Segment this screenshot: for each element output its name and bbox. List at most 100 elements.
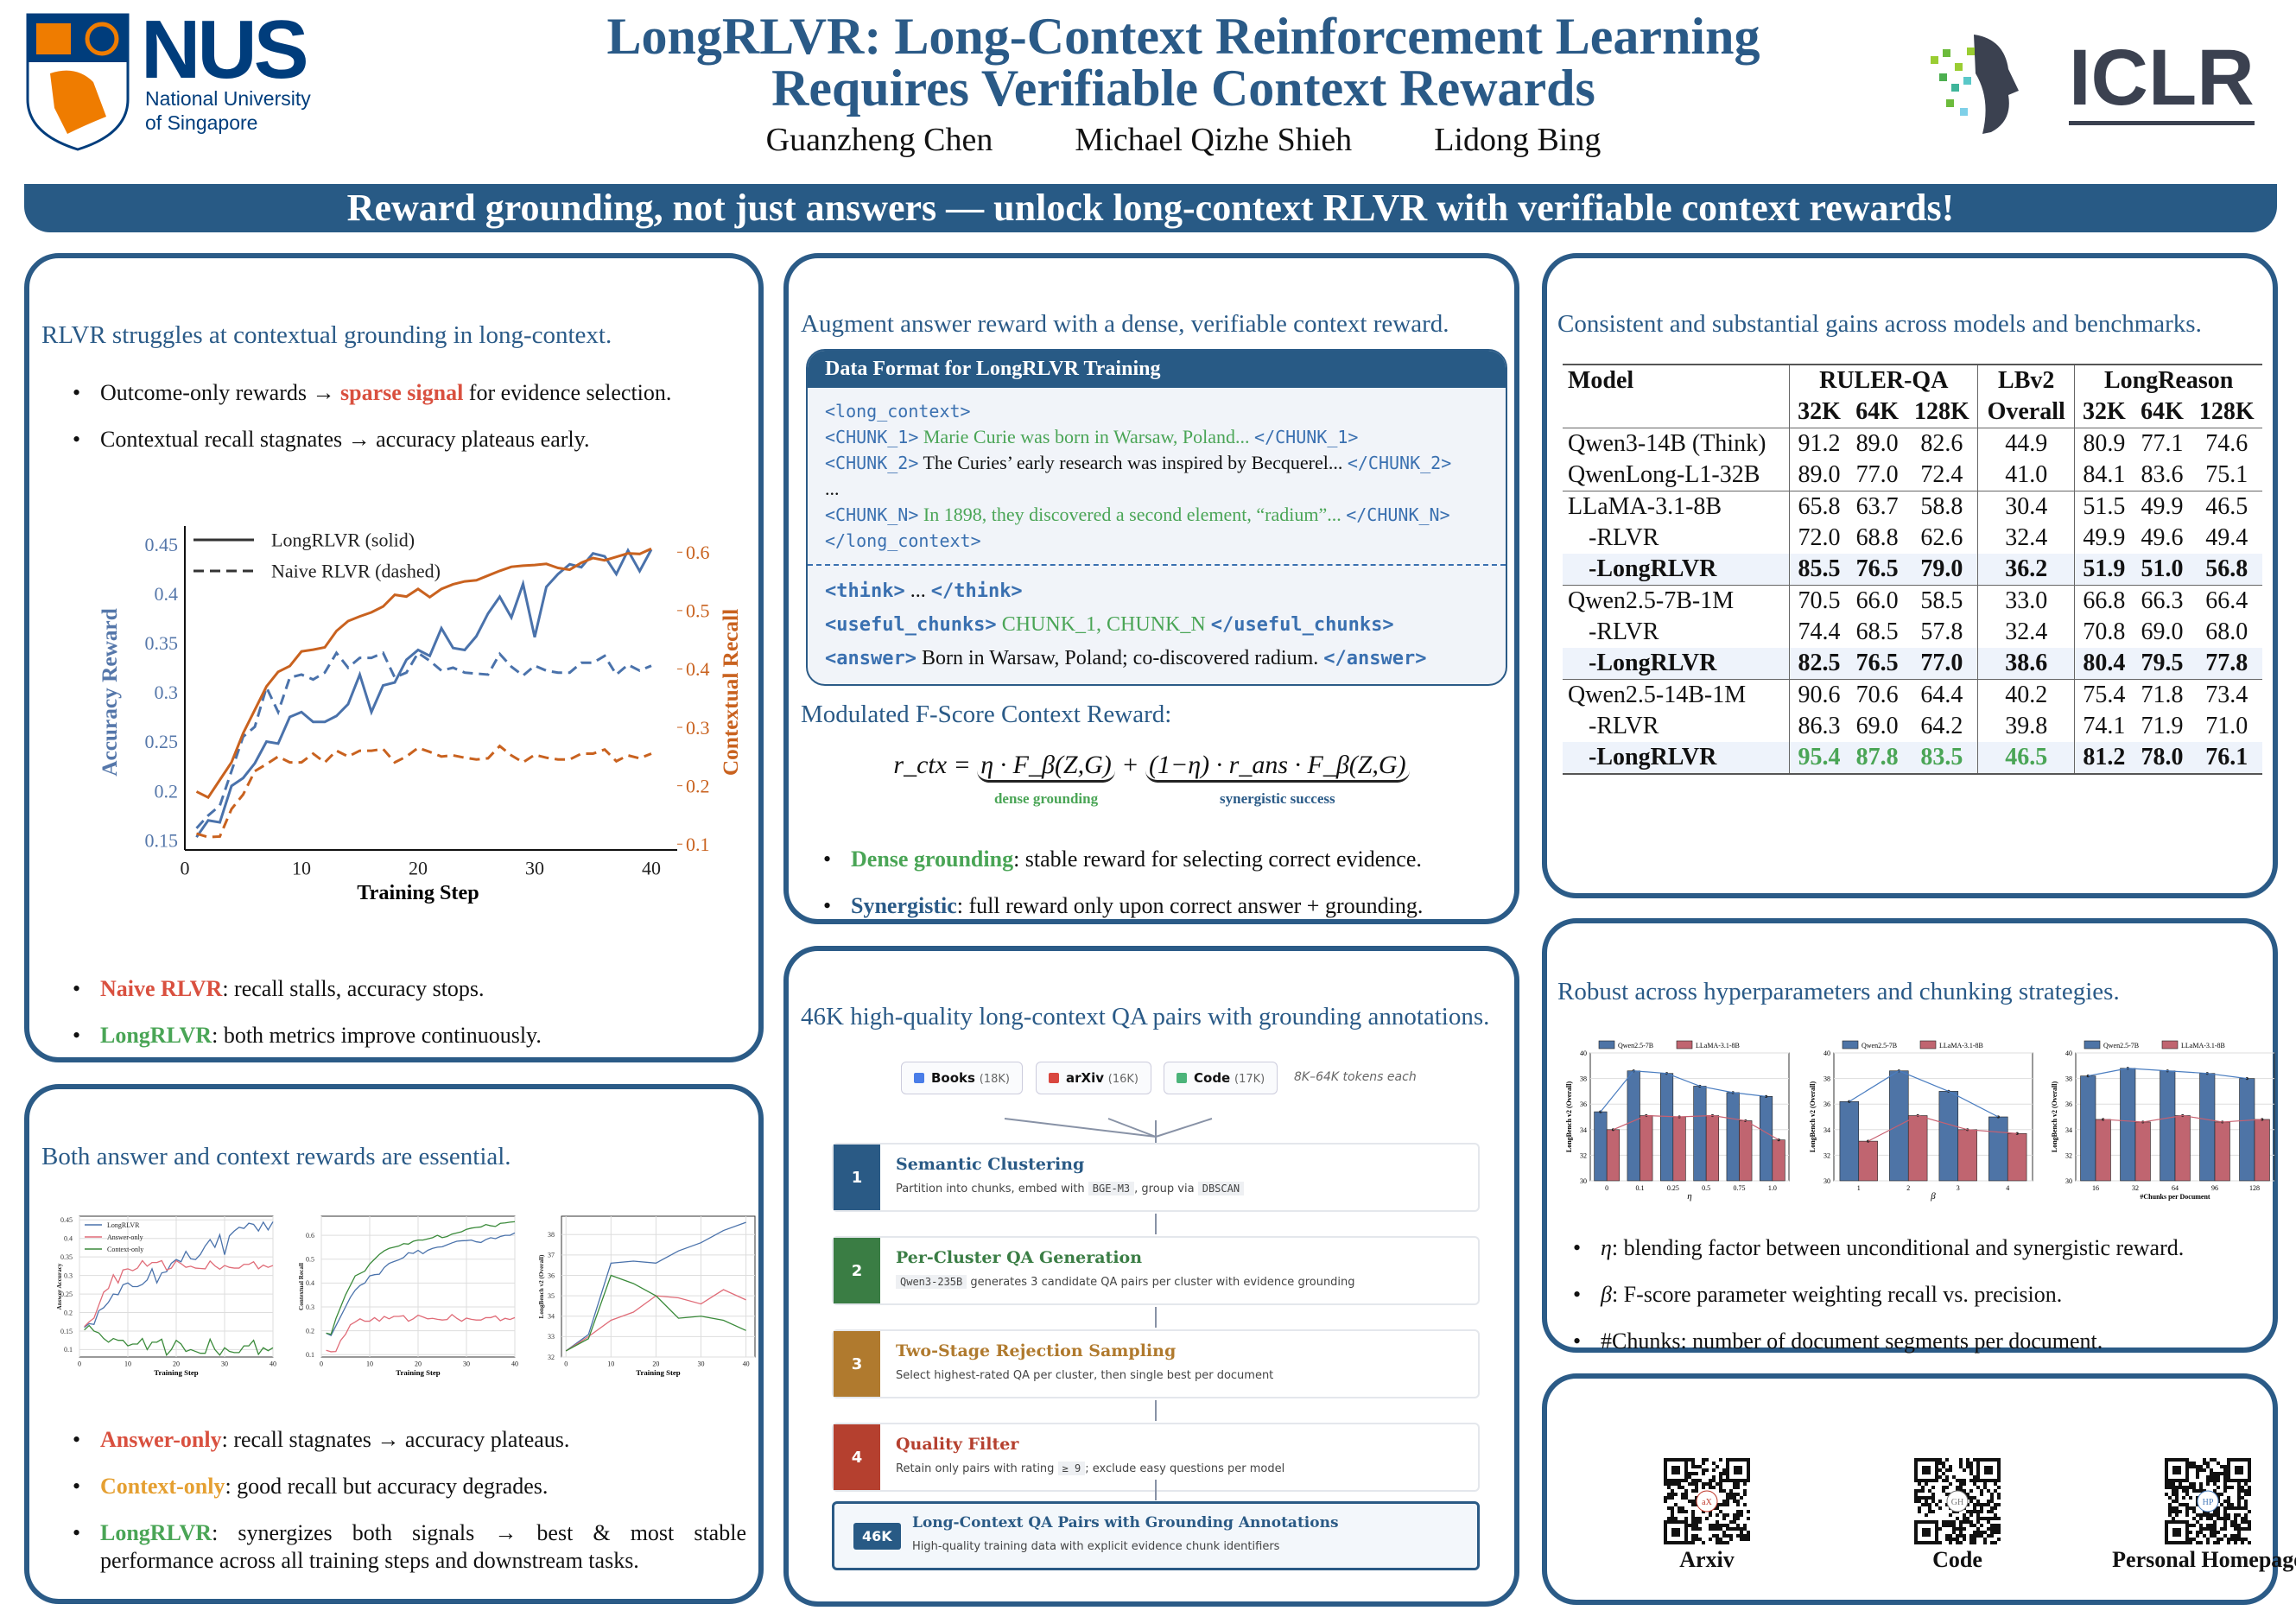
x-tick-label: 0.5 — [1702, 1184, 1710, 1192]
bullet: Naive RLVR: recall stalls, accuracy stop… — [64, 975, 542, 1003]
y-axis-label: LongBench v2 (Overall) — [2051, 1081, 2058, 1153]
legend-label: Qwen2.5-7B — [2103, 1042, 2139, 1049]
y-tick-label: 34 — [2065, 1126, 2072, 1134]
table-cell: 89.0 — [1855, 430, 1899, 457]
tokens-note: 8K–64K tokens each — [1294, 1070, 1417, 1084]
step-number: 3 — [834, 1331, 880, 1397]
table-cell: 69.0 — [2141, 618, 2184, 645]
qr-link-personal-homepage[interactable]: HP Personal Homepage — [2100, 1379, 2296, 1603]
bar-qwen2-5-7b — [1594, 1111, 1608, 1182]
table-cell: 77.8 — [2191, 648, 2262, 680]
code-swatch-icon — [1177, 1073, 1187, 1083]
y-tick-label: 0.2 — [64, 1309, 73, 1316]
panel-dataset-pipeline: 46K high-quality long-context QA pairs w… — [783, 946, 1519, 1607]
table-cell: 51.5 — [2074, 491, 2134, 523]
qr-code-icon[interactable]: GH — [1912, 1456, 2002, 1546]
table-cell: 66.8 — [2074, 585, 2134, 617]
y-tick-label: 0.15 — [145, 829, 179, 851]
down-arrow-icon — [1155, 1214, 1157, 1234]
qr-code-icon[interactable]: HP — [2163, 1456, 2253, 1546]
bullet: Synergistic: full reward only upon corre… — [815, 892, 1423, 920]
model-name: Qwen3-14B (Think) — [1568, 430, 1766, 457]
table-cell: 46.5 — [1977, 742, 2075, 774]
model-name: LLaMA-3.1-8B — [1568, 493, 1722, 520]
y-tick-label: 0.4 — [306, 1279, 314, 1287]
y-tick-label: 36 — [548, 1271, 555, 1279]
col-group: RULER-QA — [1789, 365, 1978, 396]
x-tick-label: 40 — [642, 858, 661, 879]
y-tick-label: 33 — [548, 1333, 555, 1341]
bar-marker — [2102, 1118, 2105, 1121]
y2-tick-label: 0.2 — [686, 775, 710, 796]
table-cell: 63.7 — [1855, 493, 1899, 520]
bar-qwen2-5-7b — [1659, 1073, 1674, 1182]
x-tick-label: 20 — [652, 1360, 659, 1367]
table-row: Qwen2.5-7B-1M 70.5 66.0 58.5 33.0 66.8 66.3 66.… — [1563, 585, 2262, 617]
step-title: Quality Filter — [896, 1435, 1019, 1454]
y-tick-label: 0.45 — [145, 534, 179, 555]
link-label[interactable]: Personal Homepage — [2112, 1547, 2296, 1572]
bar-qwen2-5-7b — [1693, 1086, 1707, 1182]
x-tick-label: 0.75 — [1734, 1184, 1746, 1192]
bar-llama-3-1-8b — [1672, 1116, 1686, 1182]
table-cell: 62.6 — [1920, 524, 1963, 551]
table-cell: 72.0 — [1789, 523, 1849, 554]
table-cell: 33.0 — [1977, 585, 2075, 617]
x-axis-label: β — [1930, 1191, 1936, 1202]
table-cell: 82.6 — [1920, 430, 1963, 457]
series-line-longrlvr-recall — [195, 547, 652, 800]
table-cell: 32.4 — [1977, 617, 2075, 648]
trend-line — [1600, 1070, 1766, 1113]
y2-tick-label: 0.1 — [686, 834, 710, 855]
link-label[interactable]: Arxiv — [1679, 1547, 1735, 1572]
bar-qwen2-5-7b — [2160, 1070, 2176, 1182]
iclr-wordmark: ICLR — [2069, 35, 2255, 125]
bar-qwen2-5-7b — [2080, 1075, 2096, 1182]
col-group: LBv2 — [1977, 365, 2075, 396]
table-cell: 83.5 — [1906, 742, 1978, 774]
bar-llama-3-1-8b — [2134, 1121, 2151, 1182]
qr-badge: HP — [2203, 1498, 2214, 1507]
series-line-context-only — [326, 1221, 516, 1335]
bullet: Answer-only: recall stagnates → accuracy… — [64, 1426, 746, 1454]
link-label[interactable]: Code — [1932, 1547, 1982, 1572]
y-tick-label: 0.45 — [60, 1216, 73, 1224]
step-number: 4 — [834, 1424, 880, 1490]
trend-line — [1849, 1070, 1999, 1118]
bullet: LongRLVR: both metrics improve continuou… — [64, 1022, 542, 1049]
model-name: -RLVR — [1589, 713, 1659, 739]
arxiv-swatch-icon — [1049, 1073, 1059, 1083]
results-table: Model RULER-QA LBv2 LongReason 32K 64K 128K Ove… — [1563, 364, 2262, 775]
y2-tick-label: 0.3 — [686, 717, 710, 739]
bar-qwen2-5-7b — [1839, 1100, 1860, 1182]
table-cell: 66.3 — [2141, 587, 2184, 614]
y-tick-label: 0.2 — [306, 1327, 314, 1335]
table-row: -RLVR 86.3 69.0 64.2 39.8 74.1 71.9 71.0 — [1563, 711, 2262, 742]
y-tick-label: 0.35 — [60, 1253, 73, 1261]
y-tick-label: 36 — [1823, 1100, 1830, 1108]
table-cell: 57.8 — [1920, 618, 1963, 645]
chunks-bar-chart: 30 32 34 36 38 40 16 32 64 96 128 Qwen2.5-7B LLaMA-3… — [2051, 1040, 2275, 1201]
bar-llama-3-1-8b — [2095, 1119, 2111, 1182]
y2-tick-label: 0.6 — [686, 542, 710, 563]
y-tick-label: 30 — [2065, 1177, 2072, 1185]
books-swatch-icon — [914, 1073, 924, 1083]
qr-link-arxiv[interactable]: aX Arxiv — [1599, 1379, 1815, 1603]
step-number: 2 — [834, 1238, 880, 1303]
qr-badge: GH — [1951, 1498, 1963, 1507]
table-cell: 66.4 — [2205, 587, 2248, 614]
x-tick-label: 20 — [409, 858, 428, 879]
table-row: -RLVR 72.0 68.8 62.6 32.4 49.9 49.6 49.4 — [1563, 523, 2262, 554]
bullet: LongRLVR: synergizes both signals → best… — [64, 1519, 746, 1575]
qr-code-icon[interactable]: aX — [1662, 1456, 1752, 1546]
step-title: Per-Cluster QA Generation — [896, 1248, 1143, 1267]
table-cell: 71.0 — [2205, 713, 2248, 739]
qr-link-code[interactable]: GH Code — [1849, 1379, 2065, 1603]
pipeline-step: 1 Semantic Clustering Partition into chunk… — [832, 1143, 1480, 1212]
legend-label: LLaMA-3.1-8B — [1696, 1042, 1740, 1049]
bar-qwen2-5-7b — [1988, 1116, 2008, 1182]
table-cell: 40.2 — [1977, 679, 2075, 711]
y-tick-label: 34 — [548, 1313, 555, 1321]
table-cell: 46.5 — [2205, 493, 2248, 520]
table-cell: 77.1 — [2141, 430, 2184, 457]
